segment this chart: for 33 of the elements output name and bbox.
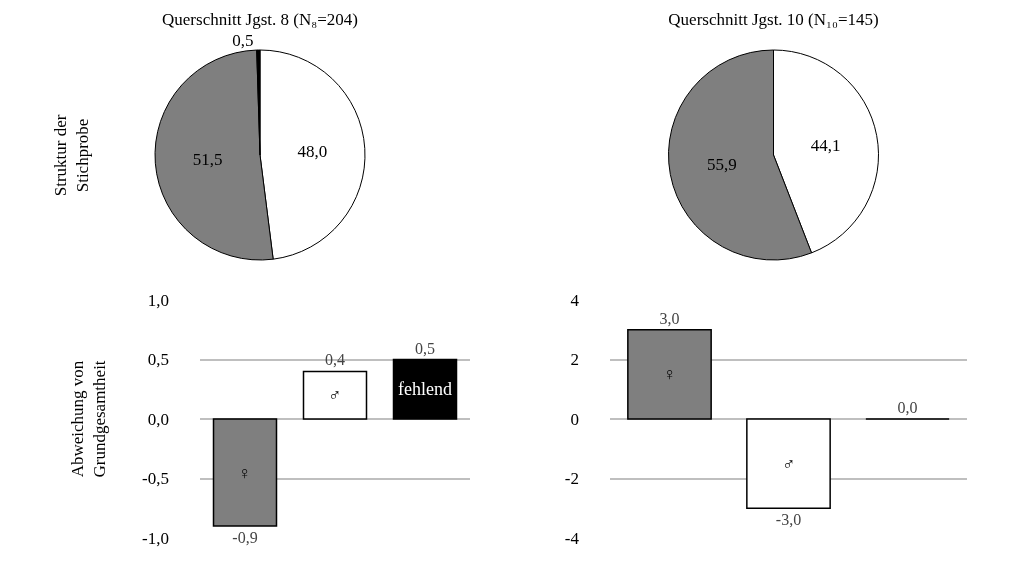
chart-title: Querschnitt Jgst. 10 (N₁₀=145)	[668, 10, 879, 30]
y-axis-title: Abweichung von Grundgesamtheit	[67, 360, 109, 478]
y-tick-label: 4	[570, 290, 580, 310]
annotation: ♂	[782, 454, 796, 474]
data-label: 55,9	[707, 155, 737, 175]
data-label: 0,5	[415, 339, 435, 357]
data-label: 44,1	[810, 135, 841, 155]
data-label: -3,0	[775, 511, 802, 529]
y-tick-label: -2	[564, 469, 579, 489]
data-label: 0,0	[897, 399, 918, 416]
y-tick-label: 1,0	[147, 290, 169, 310]
annotation: ♀	[238, 463, 252, 483]
annotation: fehlend	[398, 379, 452, 399]
data-label: 3,0	[659, 309, 680, 327]
data-label: 0,4	[325, 351, 345, 369]
chart-title: Querschnitt Jgst. 8 (N₈=204)	[162, 10, 358, 30]
y-tick-label: -4	[564, 528, 580, 548]
y-tick-label: 0,0	[147, 409, 169, 429]
y-tick-label: -0,5	[142, 469, 169, 489]
data-label: 0,5	[232, 31, 254, 51]
bar	[302, 370, 368, 420]
data-label: 48,0	[297, 142, 328, 162]
annotation: ♀	[663, 364, 677, 384]
y-tick-label: 0	[570, 409, 579, 429]
data-label: -0,9	[232, 529, 258, 547]
data-label: 51,5	[192, 149, 223, 169]
y-tick-label: -1,0	[142, 528, 169, 548]
bar	[212, 418, 278, 527]
text: Struktur der Stichprobe	[51, 114, 93, 197]
y-tick-label: 0,5	[147, 350, 169, 370]
bar	[392, 358, 458, 420]
y-tick-label: 2	[570, 350, 579, 370]
annotation: ♂	[328, 385, 342, 405]
